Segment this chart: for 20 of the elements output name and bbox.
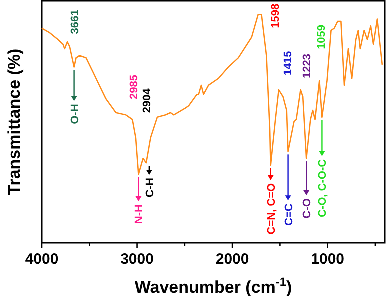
x-tick-label: 4000 <box>25 251 59 268</box>
annotation: 2985 <box>128 75 141 100</box>
annotation: 1059 <box>316 24 328 50</box>
annotation: C-O <box>302 198 314 219</box>
annotation: C-O, C-O-C <box>317 159 330 218</box>
annotation: C=N, C=O <box>266 182 278 235</box>
x-tick-label: 3000 <box>120 251 154 268</box>
annotation: 1223 <box>302 54 314 79</box>
annotation: 3661 <box>69 10 82 34</box>
annotation: N-H <box>134 204 146 224</box>
annotation: C=C <box>283 204 296 226</box>
annotation: 2904 <box>141 88 154 114</box>
x-tick-label: 1000 <box>311 251 345 268</box>
x-axis-title: Wavenumber (cm$^{-1}$) <box>134 275 292 297</box>
annotation: 1598 <box>270 4 282 28</box>
y-axis-title: Transmittance (%) <box>5 48 24 196</box>
annotation: O-H <box>69 104 82 124</box>
annotation: 1415 <box>282 51 294 76</box>
x-tick-label: 2000 <box>216 251 250 268</box>
annotation: C-H <box>144 178 156 198</box>
